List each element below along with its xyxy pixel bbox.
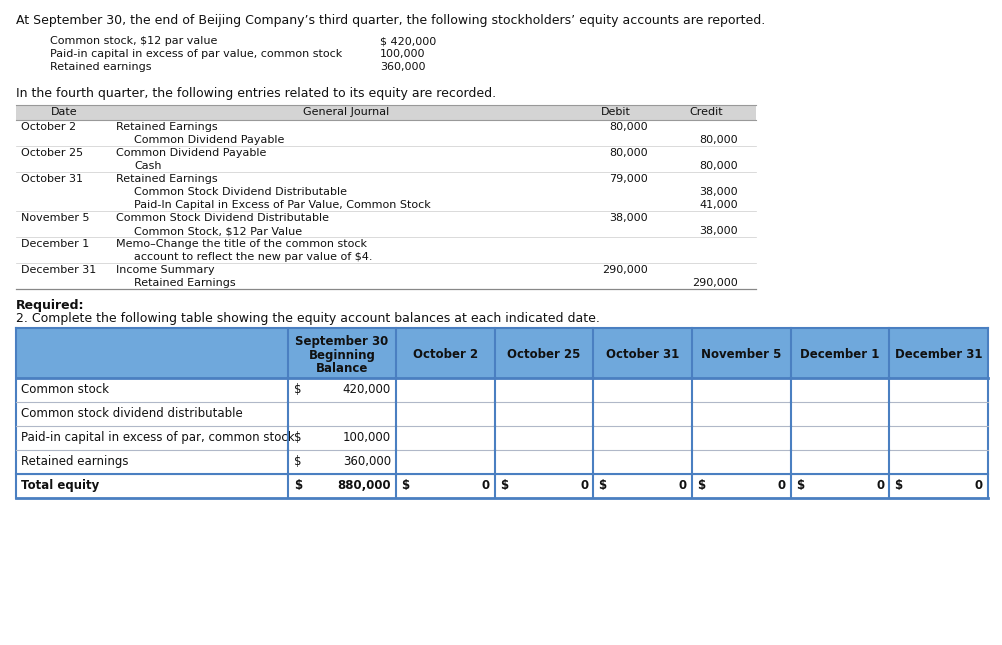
Text: Retained Earnings: Retained Earnings	[116, 174, 217, 184]
Text: account to reflect the new par value of $4.: account to reflect the new par value of …	[134, 252, 373, 262]
Text: October 31: October 31	[606, 348, 679, 361]
Text: 38,000: 38,000	[609, 213, 648, 223]
Text: $: $	[697, 479, 705, 492]
Text: September 30: September 30	[296, 335, 389, 348]
Text: $: $	[294, 383, 302, 396]
Text: October 25: October 25	[507, 348, 581, 361]
Text: Paid-In Capital in Excess of Par Value, Common Stock: Paid-In Capital in Excess of Par Value, …	[134, 200, 431, 210]
Text: 360,000: 360,000	[380, 62, 426, 72]
Text: October 2: October 2	[21, 122, 76, 132]
Text: $: $	[796, 479, 804, 492]
Text: Total equity: Total equity	[21, 479, 99, 492]
Bar	[16, 328, 988, 378]
Text: November 5: November 5	[701, 348, 782, 361]
Text: 80,000: 80,000	[699, 135, 738, 145]
Text: $: $	[401, 479, 409, 492]
Text: Income Summary: Income Summary	[116, 265, 214, 275]
Text: 0: 0	[778, 479, 786, 492]
Text: Cash: Cash	[134, 161, 161, 171]
Text: Required:: Required:	[16, 299, 84, 312]
Text: 2. Complete the following table showing the equity account balances at each indi: 2. Complete the following table showing …	[16, 312, 600, 325]
Text: 80,000: 80,000	[609, 122, 648, 132]
Text: $: $	[500, 479, 508, 492]
Bar	[16, 450, 988, 474]
Text: Memo–Change the title of the common stock: Memo–Change the title of the common stoc…	[116, 239, 367, 249]
Text: General Journal: General Journal	[303, 107, 389, 117]
Text: 80,000: 80,000	[699, 161, 738, 171]
Text: 79,000: 79,000	[609, 174, 648, 184]
Text: Common Stock, $12 Par Value: Common Stock, $12 Par Value	[134, 226, 303, 236]
Text: October 2: October 2	[413, 348, 478, 361]
Text: Paid-in capital in excess of par value, common stock: Paid-in capital in excess of par value, …	[50, 49, 343, 59]
Bar	[16, 426, 988, 450]
Text: 0: 0	[975, 479, 983, 492]
Text: October 31: October 31	[21, 174, 83, 184]
Text: 80,000: 80,000	[609, 148, 648, 158]
Text: Common stock: Common stock	[21, 383, 109, 396]
Text: November 5: November 5	[21, 213, 89, 223]
Text: Retained earnings: Retained earnings	[50, 62, 151, 72]
Text: 100,000: 100,000	[343, 431, 391, 444]
Text: 290,000: 290,000	[692, 278, 738, 288]
Text: 0: 0	[679, 479, 687, 492]
Text: Retained Earnings: Retained Earnings	[116, 122, 217, 132]
Bar	[16, 402, 988, 426]
Text: 38,000: 38,000	[699, 226, 738, 236]
Text: Credit: Credit	[689, 107, 722, 117]
Text: 0: 0	[876, 479, 885, 492]
Text: Common stock dividend distributable: Common stock dividend distributable	[21, 407, 242, 420]
Text: 420,000: 420,000	[343, 383, 391, 396]
Text: 880,000: 880,000	[338, 479, 391, 492]
Text: October 25: October 25	[21, 148, 83, 158]
Text: At September 30, the end of Beijing Company’s third quarter, the following stock: At September 30, the end of Beijing Comp…	[16, 14, 766, 27]
Text: Common Stock Dividend Distributable: Common Stock Dividend Distributable	[134, 187, 347, 197]
Bar	[16, 474, 988, 498]
Text: 360,000: 360,000	[343, 455, 391, 468]
Text: Debit: Debit	[601, 107, 631, 117]
Text: December 1: December 1	[21, 239, 89, 249]
Text: $ 420,000: $ 420,000	[380, 36, 436, 46]
Bar	[16, 105, 756, 120]
Text: $: $	[294, 431, 302, 444]
Text: 100,000: 100,000	[380, 49, 426, 59]
Text: $: $	[895, 479, 903, 492]
Text: Common stock, $12 par value: Common stock, $12 par value	[50, 36, 217, 46]
Text: December 31: December 31	[21, 265, 96, 275]
Text: $: $	[294, 455, 302, 468]
Text: Common Dividend Payable: Common Dividend Payable	[116, 148, 267, 158]
Text: Retained earnings: Retained earnings	[21, 455, 128, 468]
Text: December 31: December 31	[895, 348, 982, 361]
Text: Paid-in capital in excess of par, common stock: Paid-in capital in excess of par, common…	[21, 431, 295, 444]
Text: In the fourth quarter, the following entries related to its equity are recorded.: In the fourth quarter, the following ent…	[16, 87, 496, 100]
Text: Balance: Balance	[316, 361, 368, 375]
Text: $: $	[598, 479, 606, 492]
Text: Beginning: Beginning	[309, 348, 376, 361]
Text: 290,000: 290,000	[602, 265, 648, 275]
Text: Retained Earnings: Retained Earnings	[134, 278, 235, 288]
Text: December 1: December 1	[801, 348, 880, 361]
Text: 41,000: 41,000	[699, 200, 738, 210]
Text: Date: Date	[51, 107, 77, 117]
Text: $: $	[294, 479, 303, 492]
Text: 0: 0	[580, 479, 588, 492]
Text: 0: 0	[482, 479, 490, 492]
Bar	[16, 378, 988, 402]
Text: Common Dividend Payable: Common Dividend Payable	[134, 135, 285, 145]
Text: 38,000: 38,000	[699, 187, 738, 197]
Text: Common Stock Dividend Distributable: Common Stock Dividend Distributable	[116, 213, 329, 223]
